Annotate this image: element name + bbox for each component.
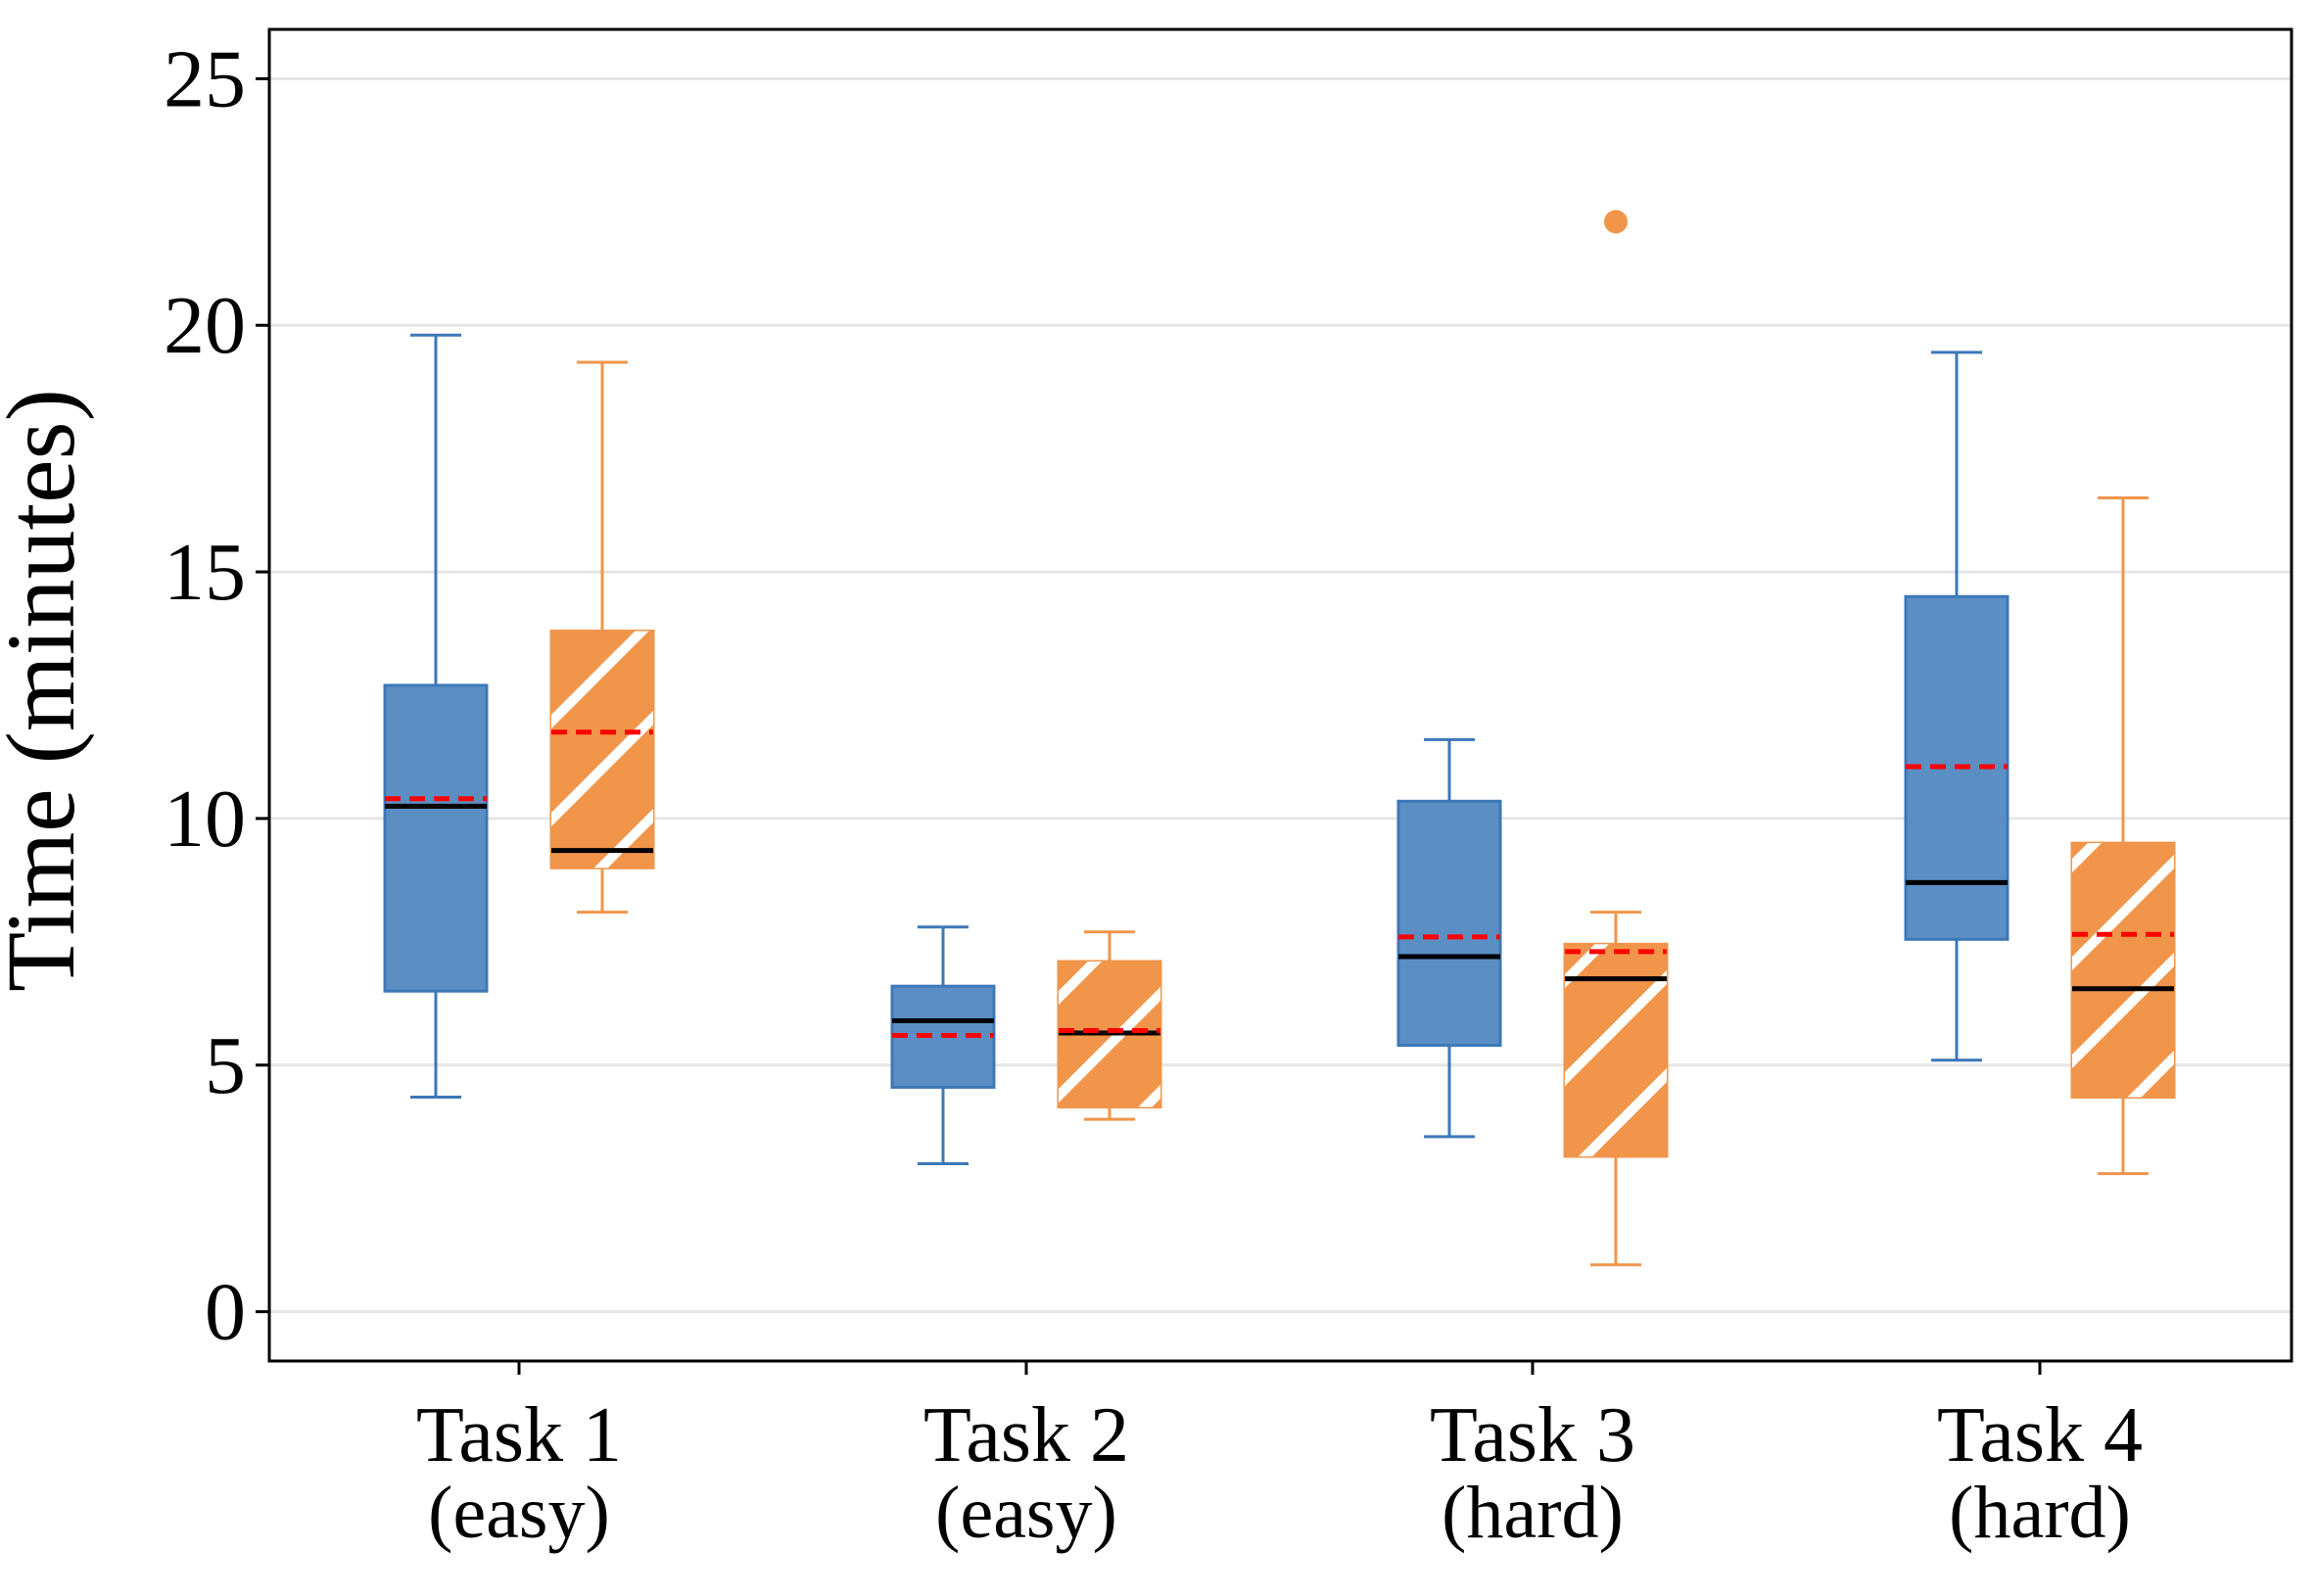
y-tick-label: 10 bbox=[164, 774, 246, 865]
y-axis-title: Time (minutes) bbox=[0, 389, 95, 992]
box-hatch bbox=[2072, 843, 2174, 1098]
box-body bbox=[383, 683, 489, 993]
outlier-point bbox=[1604, 210, 1628, 234]
x-tick-label: Task 1 bbox=[416, 1392, 622, 1479]
y-tick-label: 0 bbox=[205, 1267, 246, 1358]
y-tick-label: 15 bbox=[164, 527, 246, 618]
boxes-layer bbox=[383, 210, 2176, 1267]
plot-frame bbox=[267, 27, 2293, 1363]
x-tick-label: Task 4 bbox=[1937, 1392, 2143, 1479]
box-hatch bbox=[1565, 944, 1667, 1156]
x-tick-sublabel: (hard) bbox=[1949, 1472, 2131, 1554]
x-tick-sublabel: (easy) bbox=[935, 1472, 1117, 1554]
y-tick-label: 5 bbox=[205, 1020, 246, 1111]
x-tick-label: Task 2 bbox=[923, 1392, 1129, 1479]
box-hatch bbox=[551, 631, 653, 868]
x-tick-sublabel: (easy) bbox=[428, 1472, 610, 1554]
y-tick-label: 25 bbox=[164, 33, 246, 124]
box-body bbox=[1396, 799, 1502, 1048]
x-tick-sublabel: (hard) bbox=[1442, 1472, 1624, 1554]
y-tick-label: 20 bbox=[164, 280, 246, 371]
x-tick-label: Task 3 bbox=[1430, 1392, 1635, 1479]
